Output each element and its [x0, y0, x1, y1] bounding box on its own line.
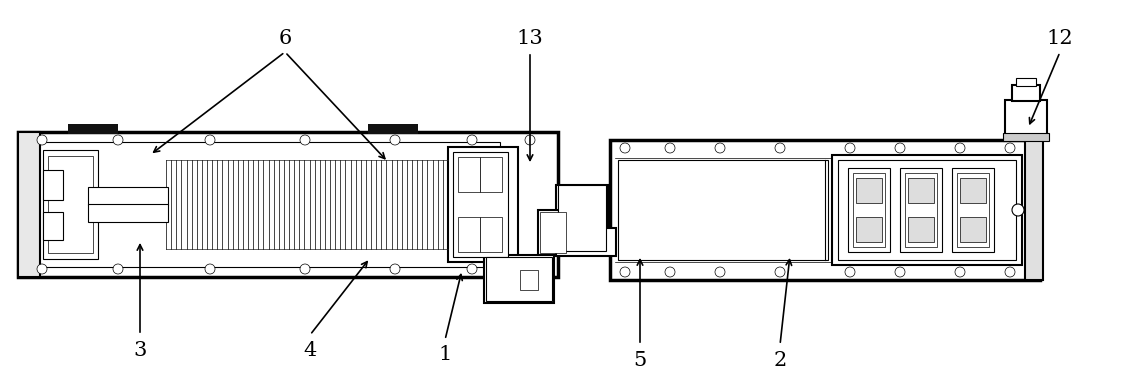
Bar [558, 185, 606, 251]
Bar [853, 173, 884, 247]
Bar [68, 124, 118, 134]
Bar [18, 132, 558, 277]
Circle shape [467, 135, 477, 145]
Bar [448, 147, 518, 262]
Bar [18, 132, 40, 277]
Circle shape [715, 267, 725, 277]
Bar [556, 228, 616, 256]
Circle shape [113, 264, 123, 274]
Bar [832, 155, 1022, 265]
Bar [960, 217, 986, 242]
Text: 1: 1 [439, 346, 451, 364]
Circle shape [37, 135, 48, 145]
Bar [368, 124, 418, 134]
Bar [458, 157, 480, 192]
Circle shape [955, 267, 965, 277]
Bar [856, 217, 882, 242]
Bar [957, 173, 988, 247]
Bar [88, 187, 169, 205]
Bar [43, 170, 63, 200]
Text: 4: 4 [303, 341, 317, 359]
Bar [556, 185, 608, 255]
Bar [43, 212, 63, 240]
Circle shape [845, 267, 855, 277]
Bar [856, 178, 882, 203]
Bar [43, 150, 98, 259]
Circle shape [390, 264, 400, 274]
Bar [454, 152, 508, 257]
Circle shape [300, 264, 310, 274]
Circle shape [895, 143, 905, 153]
Bar [458, 217, 480, 252]
Circle shape [37, 264, 48, 274]
Circle shape [300, 135, 310, 145]
Circle shape [1005, 143, 1015, 153]
Circle shape [113, 135, 123, 145]
Circle shape [525, 135, 535, 145]
Bar [558, 187, 606, 215]
Bar [88, 204, 169, 222]
Circle shape [715, 143, 725, 153]
Bar [908, 178, 934, 203]
Circle shape [1005, 267, 1015, 277]
Circle shape [620, 267, 630, 277]
Bar [520, 270, 538, 290]
Bar [905, 173, 936, 247]
Circle shape [1012, 204, 1024, 216]
Text: 3: 3 [133, 341, 147, 359]
Bar [908, 217, 934, 242]
Circle shape [467, 264, 477, 274]
Text: 12: 12 [1046, 29, 1073, 47]
Bar [900, 168, 942, 252]
Bar [538, 210, 568, 255]
Text: 2: 2 [774, 350, 787, 369]
Circle shape [955, 143, 965, 153]
Bar [1012, 85, 1041, 101]
Circle shape [895, 267, 905, 277]
Circle shape [205, 135, 215, 145]
Bar [952, 168, 994, 252]
Bar [618, 160, 828, 260]
Bar [48, 156, 93, 253]
Bar [838, 160, 1016, 260]
Bar [1005, 100, 1047, 135]
Bar [1016, 78, 1036, 86]
Bar [610, 140, 1041, 280]
Circle shape [775, 267, 785, 277]
Circle shape [775, 143, 785, 153]
Circle shape [205, 264, 215, 274]
Circle shape [390, 135, 400, 145]
Circle shape [665, 143, 675, 153]
Bar [848, 168, 890, 252]
Bar [480, 157, 502, 192]
Text: 6: 6 [278, 29, 292, 47]
Text: 5: 5 [633, 350, 647, 369]
Bar [539, 212, 566, 253]
Bar [486, 257, 552, 301]
Circle shape [665, 267, 675, 277]
Bar [480, 217, 502, 252]
Circle shape [620, 143, 630, 153]
Text: 13: 13 [517, 29, 543, 47]
Bar [960, 178, 986, 203]
Bar [40, 142, 500, 267]
Bar [1003, 133, 1048, 141]
Bar [484, 255, 554, 303]
Circle shape [525, 264, 535, 274]
Bar [1025, 140, 1043, 280]
Circle shape [845, 143, 855, 153]
